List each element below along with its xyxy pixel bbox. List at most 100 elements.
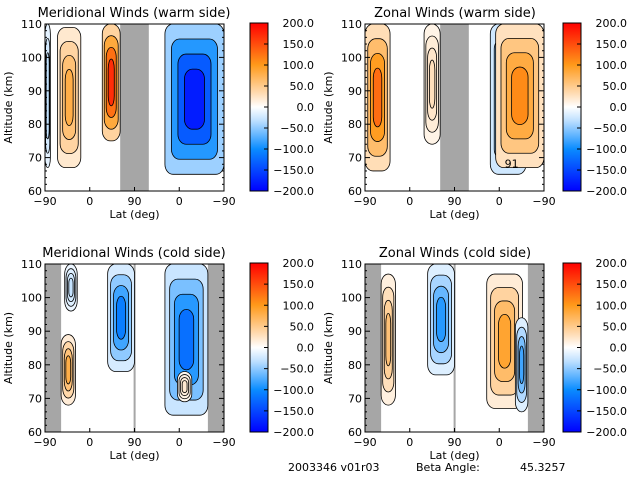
- colorbar-tick-label: 100.0: [283, 59, 315, 72]
- panel-title: Meridional Winds (cold side): [42, 246, 225, 261]
- x-tick-label: 0: [406, 436, 413, 449]
- x-tick-label: 0: [86, 195, 93, 208]
- colorbar-tick-label: 50.0: [290, 80, 315, 93]
- x-axis-label: Lat (deg): [430, 449, 480, 462]
- colorbar-tick-label: 150.0: [596, 278, 628, 291]
- x-tick-label: −90: [353, 436, 376, 449]
- y-tick-label: 70: [348, 152, 362, 165]
- x-tick-label: 0: [176, 195, 183, 208]
- y-tick-label: 80: [28, 359, 42, 372]
- y-tick-label: 80: [348, 359, 362, 372]
- panel-zon-cold: Zonal Winds (cold side) 60 70 80 90 100 110 −90…: [322, 246, 627, 462]
- contour-pos-blob-b: [65, 355, 72, 385]
- contour-pos-blob-d: [511, 66, 529, 125]
- panel-title: Zonal Winds (warm side): [374, 6, 536, 21]
- colorbar-tick-label: 200.0: [596, 257, 628, 270]
- y-tick-label: 60: [348, 426, 362, 439]
- contour-neg-blob-a: [68, 277, 74, 298]
- y-tick-label: 90: [28, 85, 42, 98]
- colorbar-tick-label: −150.0: [273, 405, 314, 418]
- colorbar-tick-label: 200.0: [596, 17, 628, 30]
- x-tick-label: 90: [128, 436, 142, 449]
- x-axis-label: Lat (deg): [110, 208, 160, 221]
- y-axis-label: Altitude (km): [2, 71, 15, 143]
- y-tick-label: 100: [21, 292, 42, 305]
- no-data-region: [527, 264, 544, 432]
- y-tick-label: 60: [348, 185, 362, 198]
- colorbar-tick-label: 0.0: [297, 101, 315, 114]
- colorbar-tick-label: 50.0: [603, 80, 628, 93]
- colorbar-tick-label: −200.0: [586, 185, 627, 198]
- x-tick-label: −90: [532, 436, 555, 449]
- colorbar-tick-label: −200.0: [273, 185, 314, 198]
- contour-pos-blob-b: [107, 58, 115, 107]
- no-data-region: [440, 24, 469, 191]
- x-tick-label: 0: [496, 436, 503, 449]
- y-axis-label: Altitude (km): [2, 312, 15, 384]
- contour-neg-blob-b: [436, 296, 447, 343]
- panel-mer-warm: Meridional Winds (warm side) 60 70 80 90 100 1…: [2, 6, 314, 221]
- y-tick-label: 110: [21, 18, 42, 31]
- colorbar-tick-label: −100.0: [273, 384, 314, 397]
- y-tick-label: 110: [21, 258, 42, 271]
- colorbar-tick-label: −200.0: [586, 426, 627, 439]
- colorbar-tick-label: 50.0: [290, 320, 315, 333]
- y-tick-label: 90: [348, 325, 362, 338]
- no-data-region: [207, 264, 224, 432]
- panel-mer-cold: Meridional Winds (cold side) 60 70 80 90 100 1…: [2, 246, 314, 462]
- colorbar-tick-label: 50.0: [603, 320, 628, 333]
- y-tick-label: 110: [341, 258, 362, 271]
- panel-zon-warm: Zonal Winds (warm side) 91 60 70 80 90 100 110 −…: [322, 6, 627, 221]
- contour-pos-blob-a: [372, 67, 383, 128]
- footer-beta-label: Beta Angle:: [416, 461, 480, 474]
- colorbar-tick-label: 0.0: [610, 101, 628, 114]
- colorbar-tick-label: 150.0: [283, 38, 315, 51]
- colorbar-tick-label: 100.0: [596, 59, 628, 72]
- x-tick-label: 90: [128, 195, 142, 208]
- contour-neg-blob-d: [178, 308, 195, 371]
- colorbar-tick-label: 100.0: [283, 299, 315, 312]
- contour-pos-blob-e: [181, 380, 188, 394]
- colorbar-tick-label: −150.0: [273, 164, 314, 177]
- contour-pos-blob-a: [64, 69, 74, 126]
- contour-neg-blob-c: [184, 68, 205, 130]
- x-tick-label: −90: [212, 195, 235, 208]
- footer-beta-value: 45.3257: [520, 461, 566, 474]
- no-data-region: [365, 264, 382, 432]
- x-tick-label: −90: [33, 436, 56, 449]
- y-tick-label: 100: [341, 292, 362, 305]
- y-axis-label: Altitude (km): [322, 71, 335, 143]
- contour-neg-strip-left: [45, 52, 50, 140]
- colorbar-tick-label: −50.0: [280, 122, 314, 135]
- x-tick-label: 0: [406, 195, 413, 208]
- no-data-region: [120, 24, 149, 191]
- x-tick-label: 90: [448, 195, 462, 208]
- x-tick-label: −90: [212, 436, 235, 449]
- colorbar-tick-label: −150.0: [586, 405, 627, 418]
- y-axis-label: Altitude (km): [322, 312, 335, 384]
- y-tick-label: 100: [21, 51, 42, 64]
- colorbar-tick-label: 0.0: [610, 342, 628, 355]
- y-tick-label: 80: [28, 118, 42, 131]
- colorbar-tick-label: 100.0: [596, 299, 628, 312]
- panel-title: Zonal Winds (cold side): [379, 246, 531, 261]
- y-tick-label: 60: [28, 426, 42, 439]
- contour-pos-blob-c: [498, 313, 512, 369]
- x-tick-label: 0: [86, 436, 93, 449]
- footer-id: 2003346 v01r03: [288, 461, 380, 474]
- y-tick-label: 60: [28, 185, 42, 198]
- colorbar-tick-label: 200.0: [283, 17, 315, 30]
- colorbar-tick-label: 150.0: [283, 278, 315, 291]
- colorbar-tick-label: 0.0: [297, 342, 315, 355]
- contour-pos-blob-b: [428, 59, 436, 109]
- colorbar-tick-label: −50.0: [593, 122, 627, 135]
- panel-title: Meridional Winds (warm side): [38, 6, 231, 21]
- colorbar-tick-label: −50.0: [280, 363, 314, 376]
- y-tick-label: 90: [28, 325, 42, 338]
- no-data-region: [45, 264, 62, 432]
- colorbar-tick-label: −150.0: [586, 164, 627, 177]
- x-tick-label: 90: [448, 436, 462, 449]
- y-tick-label: 110: [341, 18, 362, 31]
- y-tick-label: 100: [341, 51, 362, 64]
